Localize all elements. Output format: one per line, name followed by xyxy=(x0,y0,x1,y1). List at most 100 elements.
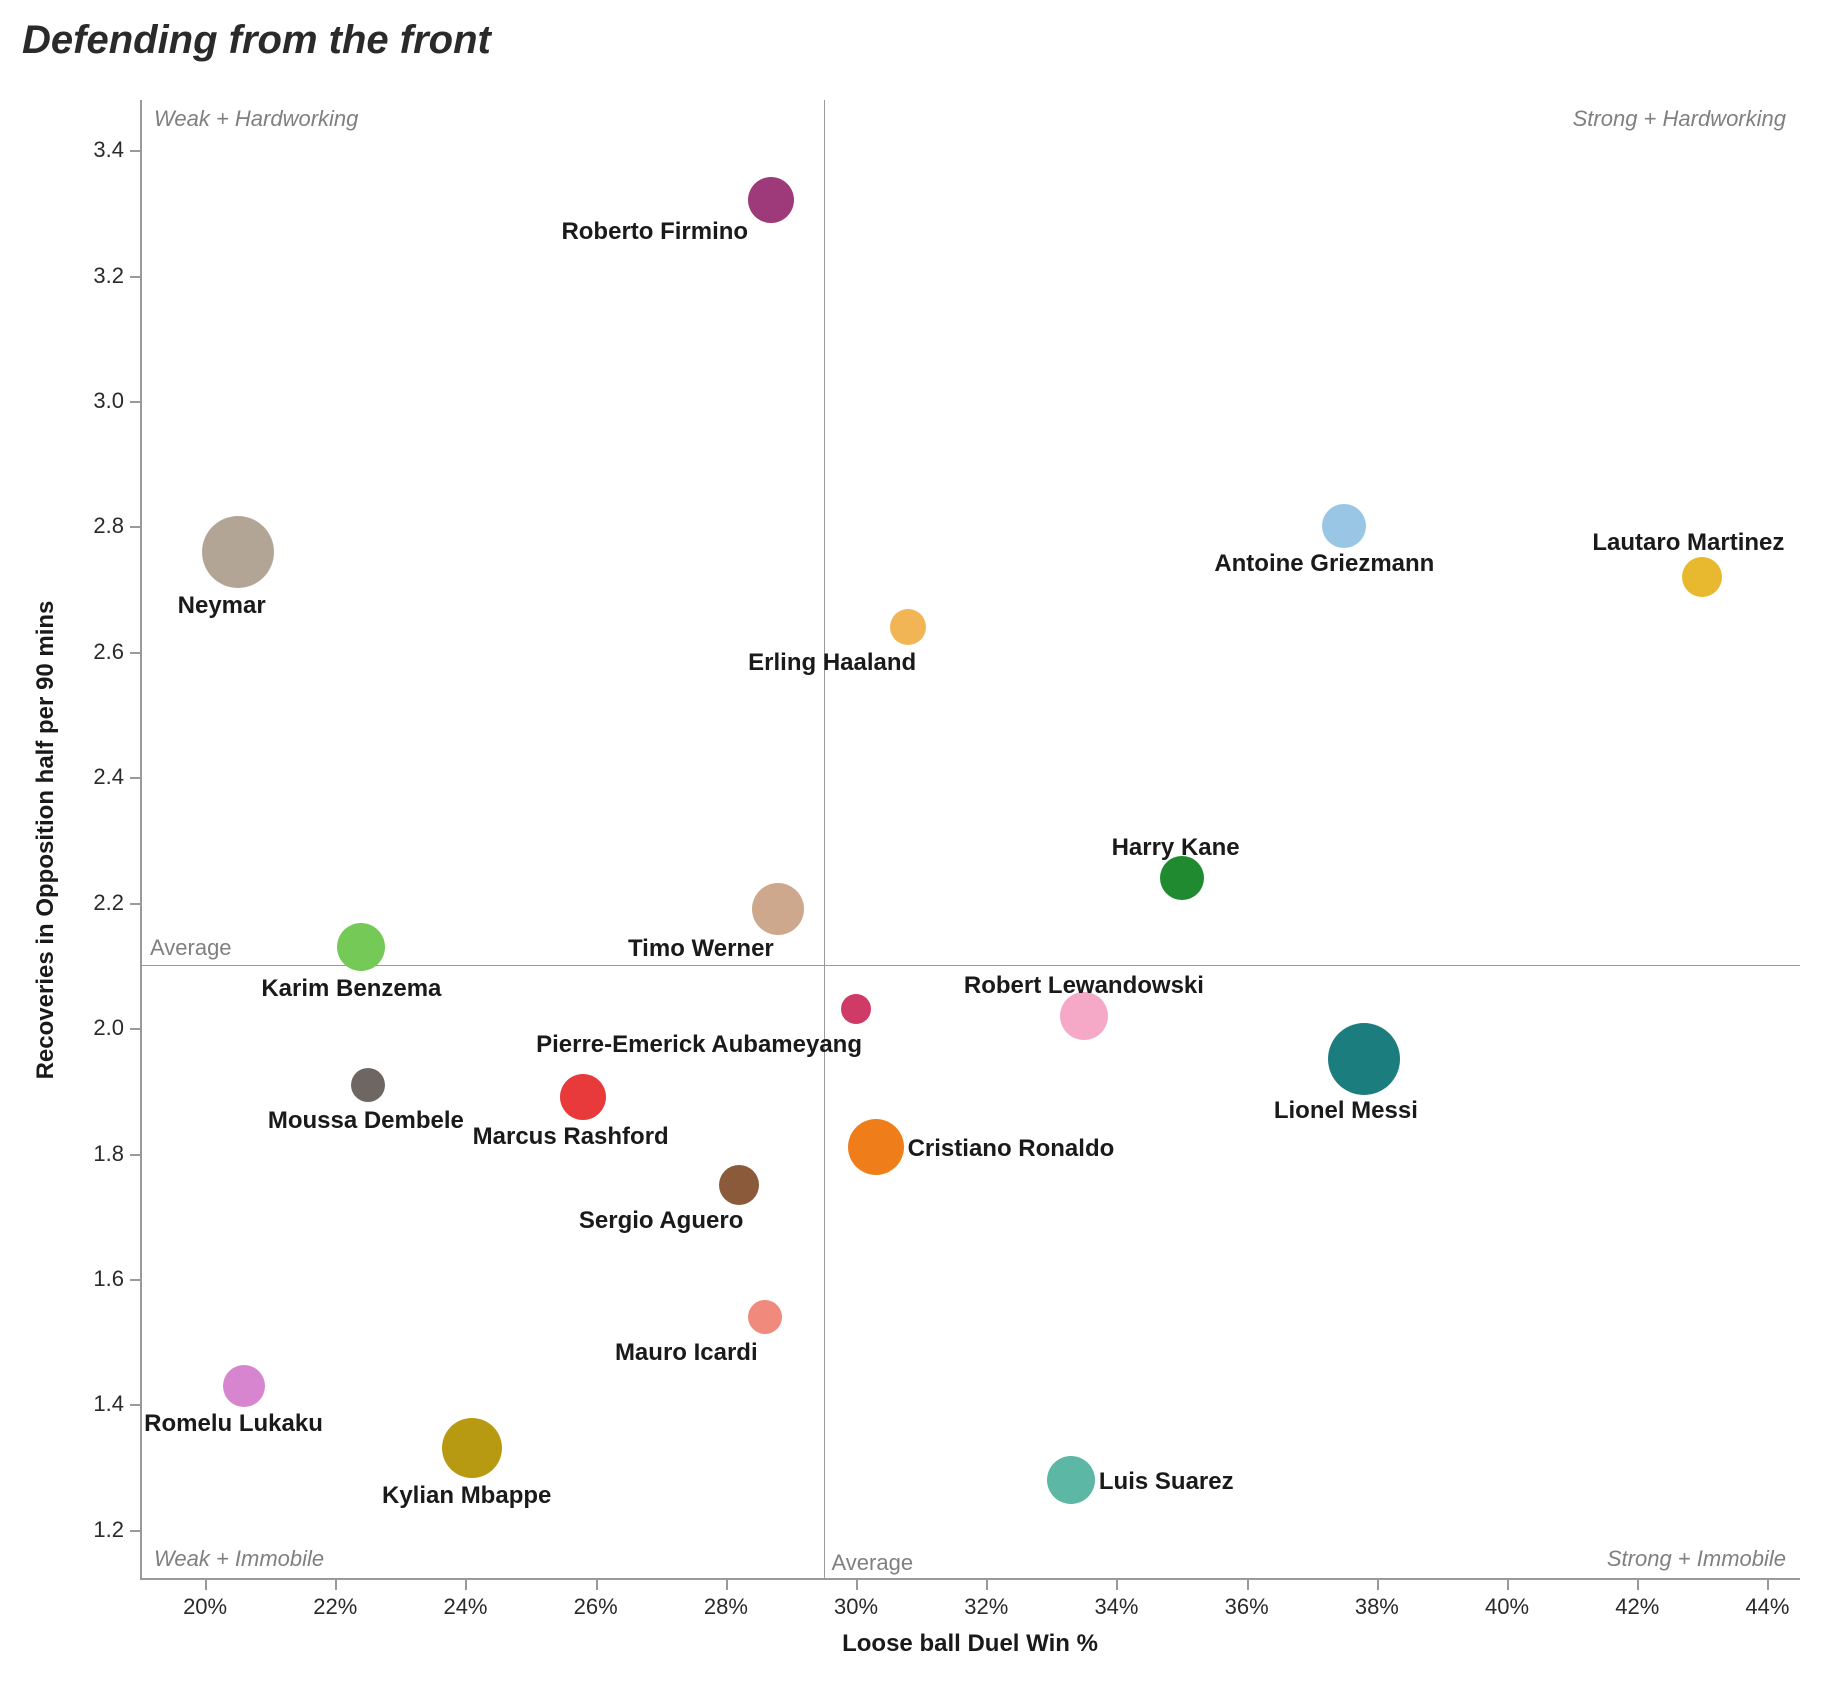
y-axis-line xyxy=(140,100,142,1580)
y-tick-label: 3.4 xyxy=(93,137,124,163)
data-point-label: Lionel Messi xyxy=(1274,1097,1418,1125)
data-point-label: Harry Kane xyxy=(1112,834,1240,862)
y-tick-label: 2.0 xyxy=(93,1015,124,1041)
data-point-label: Mauro Icardi xyxy=(615,1339,758,1367)
data-point-label: Karim Benzema xyxy=(261,975,441,1003)
data-point-label: Marcus Rashford xyxy=(473,1123,669,1151)
data-point xyxy=(1682,557,1722,597)
y-tick xyxy=(130,1530,140,1532)
x-tick xyxy=(1637,1580,1639,1590)
y-tick xyxy=(130,1279,140,1281)
y-tick xyxy=(130,1028,140,1030)
y-tick xyxy=(130,401,140,403)
data-point-label: Antoine Griezmann xyxy=(1214,550,1434,578)
y-tick-label: 2.2 xyxy=(93,890,124,916)
y-tick xyxy=(130,1154,140,1156)
y-tick xyxy=(130,276,140,278)
x-axis-label: Loose ball Duel Win % xyxy=(842,1630,1098,1658)
plot-area: AverageAverage20%22%24%26%28%30%32%34%36… xyxy=(140,100,1800,1580)
y-tick-label: 2.4 xyxy=(93,764,124,790)
x-tick xyxy=(986,1580,988,1590)
chart-title: Defending from the front xyxy=(22,18,491,63)
data-point xyxy=(841,994,871,1024)
data-point xyxy=(202,516,274,588)
x-tick-label: 22% xyxy=(313,1594,357,1620)
y-tick xyxy=(130,903,140,905)
data-point xyxy=(1322,504,1366,548)
data-point xyxy=(752,883,804,935)
quadrant-label-tl: Weak + Hardworking xyxy=(154,106,358,132)
x-average-label: Average xyxy=(832,1550,914,1576)
y-tick xyxy=(130,652,140,654)
data-point-label: Erling Haaland xyxy=(748,649,916,677)
data-point-label: Kylian Mbappe xyxy=(382,1482,551,1510)
y-average-label: Average xyxy=(150,935,232,961)
x-tick xyxy=(1507,1580,1509,1590)
data-point xyxy=(1160,856,1204,900)
data-point xyxy=(748,1300,782,1334)
data-point xyxy=(351,1068,385,1102)
data-point-label: Lautaro Martinez xyxy=(1592,529,1784,557)
x-tick xyxy=(1767,1580,1769,1590)
y-average-line xyxy=(140,965,1800,966)
data-point-label: Cristiano Ronaldo xyxy=(908,1135,1115,1163)
x-tick xyxy=(856,1580,858,1590)
x-tick-label: 40% xyxy=(1485,1594,1529,1620)
x-axis-line xyxy=(140,1578,1800,1580)
x-tick xyxy=(1247,1580,1249,1590)
data-point xyxy=(560,1074,606,1120)
x-tick-label: 38% xyxy=(1355,1594,1399,1620)
x-tick xyxy=(726,1580,728,1590)
y-tick xyxy=(130,777,140,779)
x-tick xyxy=(1377,1580,1379,1590)
x-average-line xyxy=(824,100,825,1580)
y-tick-label: 3.2 xyxy=(93,263,124,289)
data-point xyxy=(890,609,926,645)
y-tick-label: 2.8 xyxy=(93,513,124,539)
x-tick xyxy=(1116,1580,1118,1590)
data-point-label: Luis Suarez xyxy=(1099,1468,1234,1496)
x-tick xyxy=(335,1580,337,1590)
data-point-label: Sergio Aguero xyxy=(579,1207,743,1235)
data-point xyxy=(748,177,794,223)
data-point-label: Romelu Lukaku xyxy=(144,1410,323,1438)
y-tick xyxy=(130,1404,140,1406)
x-tick-label: 30% xyxy=(834,1594,878,1620)
data-point xyxy=(1047,1456,1095,1504)
y-tick xyxy=(130,150,140,152)
quadrant-label-tr: Strong + Hardworking xyxy=(1573,106,1786,132)
y-tick-label: 1.6 xyxy=(93,1266,124,1292)
data-point-label: Robert Lewandowski xyxy=(964,972,1204,1000)
data-point-label: Timo Werner xyxy=(628,935,774,963)
x-tick-label: 36% xyxy=(1225,1594,1269,1620)
y-tick-label: 1.4 xyxy=(93,1391,124,1417)
x-tick xyxy=(596,1580,598,1590)
data-point xyxy=(337,923,385,971)
x-tick-label: 34% xyxy=(1094,1594,1138,1620)
x-tick-label: 32% xyxy=(964,1594,1008,1620)
x-tick-label: 42% xyxy=(1615,1594,1659,1620)
data-point xyxy=(719,1165,759,1205)
x-tick xyxy=(465,1580,467,1590)
chart-container: Defending from the front Average Average 2… xyxy=(0,0,1833,1694)
y-tick-label: 3.0 xyxy=(93,388,124,414)
x-tick xyxy=(205,1580,207,1590)
data-point xyxy=(442,1418,502,1478)
data-point-label: Neymar xyxy=(178,592,266,620)
y-axis-label: Recoveries in Opposition half per 90 min… xyxy=(32,601,60,1080)
y-tick xyxy=(130,526,140,528)
x-tick-label: 28% xyxy=(704,1594,748,1620)
data-point-label: Pierre-Emerick Aubameyang xyxy=(536,1031,862,1059)
data-point-label: Moussa Dembele xyxy=(268,1107,464,1135)
y-tick-label: 1.8 xyxy=(93,1141,124,1167)
x-tick-label: 44% xyxy=(1745,1594,1789,1620)
quadrant-label-bl: Weak + Immobile xyxy=(154,1546,324,1572)
y-tick-label: 1.2 xyxy=(93,1517,124,1543)
x-tick-label: 20% xyxy=(183,1594,227,1620)
data-point xyxy=(848,1119,904,1175)
y-tick-label: 2.6 xyxy=(93,639,124,665)
data-point xyxy=(223,1365,265,1407)
data-point-label: Roberto Firmino xyxy=(561,218,748,246)
data-point xyxy=(1328,1023,1400,1095)
x-tick-label: 24% xyxy=(443,1594,487,1620)
